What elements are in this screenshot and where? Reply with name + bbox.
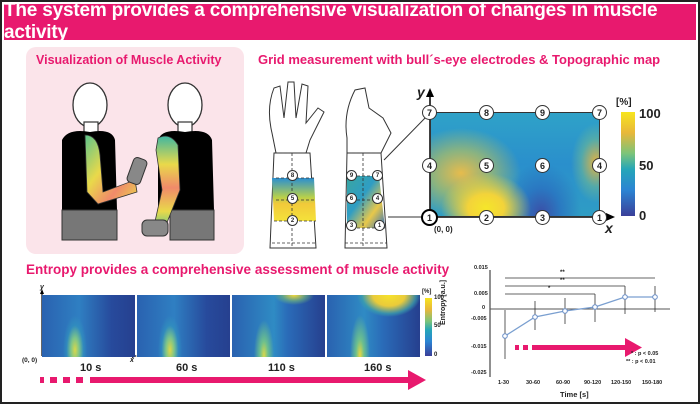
y-tick-0.015: 0.015 bbox=[474, 265, 488, 271]
y-tick-0.005: 0.005 bbox=[474, 291, 488, 297]
electrode-9-right: 9 bbox=[346, 170, 357, 181]
x-tick-120-150: 120-150 bbox=[611, 380, 632, 386]
electrode-4-right: 4 bbox=[372, 193, 383, 204]
x-tick-90-120: 90-120 bbox=[584, 380, 602, 386]
significance-mark-1: * bbox=[548, 286, 551, 292]
significance-mark-2: ** bbox=[560, 278, 565, 284]
electrode-8-left: 8 bbox=[287, 170, 298, 181]
heatmap-colorbar-unit: [%] bbox=[422, 289, 432, 295]
forearm-palm-illustration bbox=[268, 81, 325, 249]
y-axis-title: Entropy [a.u.] bbox=[440, 279, 447, 325]
time-arrow-dash bbox=[76, 377, 83, 383]
grid-node-7: 7 bbox=[422, 105, 437, 120]
x-tick-150-180: 150-180 bbox=[642, 380, 663, 386]
grid-node-2: 2 bbox=[479, 210, 494, 225]
muscle-activity-title: Visualization of Muscle Activity bbox=[36, 53, 222, 67]
heatmap-frame-110s bbox=[232, 295, 325, 357]
figure-curl-up-illustration bbox=[61, 82, 148, 241]
x-axis-title: Time [s] bbox=[560, 390, 589, 399]
grid-node-5: 5 bbox=[479, 158, 494, 173]
electrode-2-left: 2 bbox=[287, 215, 298, 226]
time-arrow-dash bbox=[50, 377, 57, 383]
frame-label-160s: 160 s bbox=[364, 362, 392, 374]
topo-x-axis-label: x bbox=[605, 220, 613, 236]
time-arrow-head bbox=[408, 370, 426, 390]
electrode-6-right: 6 bbox=[346, 193, 357, 204]
topo-y-axis-label: y bbox=[417, 84, 425, 100]
x-tick-30-60: 30-60 bbox=[526, 380, 541, 386]
electrode-1-right: 1 bbox=[374, 220, 385, 231]
grid-node-8: 8 bbox=[479, 105, 494, 120]
grid-measurement-title: Grid measurement with bull´s-eye electro… bbox=[258, 52, 661, 67]
frame-label-110s: 110 s bbox=[268, 362, 295, 374]
grid-node-4: 4 bbox=[422, 158, 437, 173]
y-tick-neg0.015: -0.015 bbox=[471, 344, 487, 350]
x-tick-60-90: 60-90 bbox=[556, 380, 571, 386]
grid-node-7-right: 7 bbox=[592, 105, 607, 120]
electrode-7-right: 7 bbox=[372, 170, 383, 181]
heatmap-frame-60s bbox=[137, 295, 230, 357]
topo-colorbar-unit: [%] bbox=[616, 97, 632, 108]
grid-node-6: 6 bbox=[535, 158, 550, 173]
heatmap-colorbar-mid: 50 bbox=[434, 323, 441, 329]
y-tick-neg0.025: -0.025 bbox=[471, 370, 487, 376]
y-tick-neg0.005: -0.005 bbox=[471, 316, 487, 322]
significance-mark-3: ** bbox=[560, 270, 565, 276]
heatmap-colorbar-min: 0 bbox=[434, 352, 438, 358]
electrode-3-right: 3 bbox=[346, 220, 357, 231]
topo-colorbar bbox=[621, 112, 635, 216]
heatmap-colorbar-max: 100 bbox=[434, 295, 445, 301]
heatmap-x-axis-label: x bbox=[130, 357, 134, 364]
heatmap-y-axis-label: y bbox=[40, 284, 44, 291]
frame-label-60s: 60 s bbox=[176, 362, 198, 374]
entropy-chart bbox=[489, 270, 670, 377]
banner-title: The system provides a comprehensive visu… bbox=[4, 0, 696, 43]
grid-node-9: 9 bbox=[535, 105, 550, 120]
time-arrow-dash bbox=[63, 377, 70, 383]
grid-node-3: 3 bbox=[535, 210, 550, 225]
legend-p001: ** : p < 0.01 bbox=[626, 359, 656, 365]
grid-node-1-origin: 1 bbox=[421, 209, 438, 226]
topo-origin-label: (0, 0) bbox=[434, 225, 453, 234]
x-tick-1-30: 1-30 bbox=[498, 380, 510, 386]
topo-colorbar-max: 100 bbox=[639, 106, 661, 121]
topo-colorbar-mid: 50 bbox=[639, 158, 654, 173]
time-arrow-shaft bbox=[90, 377, 412, 383]
entropy-title: Entropy provides a comprehensive assessm… bbox=[26, 262, 450, 277]
heatmap-frame-10s bbox=[42, 295, 135, 357]
frame-label-10s: 10 s bbox=[80, 362, 102, 374]
electrode-5-left: 5 bbox=[287, 193, 298, 204]
grid-node-4-right: 4 bbox=[592, 158, 607, 173]
legend-p005: * : p < 0.05 bbox=[631, 351, 659, 357]
time-arrow-dash bbox=[40, 377, 44, 383]
heatmap-origin-label: (0, 0) bbox=[22, 357, 38, 364]
grid-node-1-right: 1 bbox=[592, 210, 607, 225]
topo-colorbar-min: 0 bbox=[639, 208, 647, 223]
y-tick-0: 0 bbox=[482, 305, 486, 311]
figure-curl-down-illustration bbox=[141, 82, 215, 241]
heatmap-colorbar bbox=[425, 298, 432, 356]
heatmap-frame-160s bbox=[327, 295, 420, 357]
